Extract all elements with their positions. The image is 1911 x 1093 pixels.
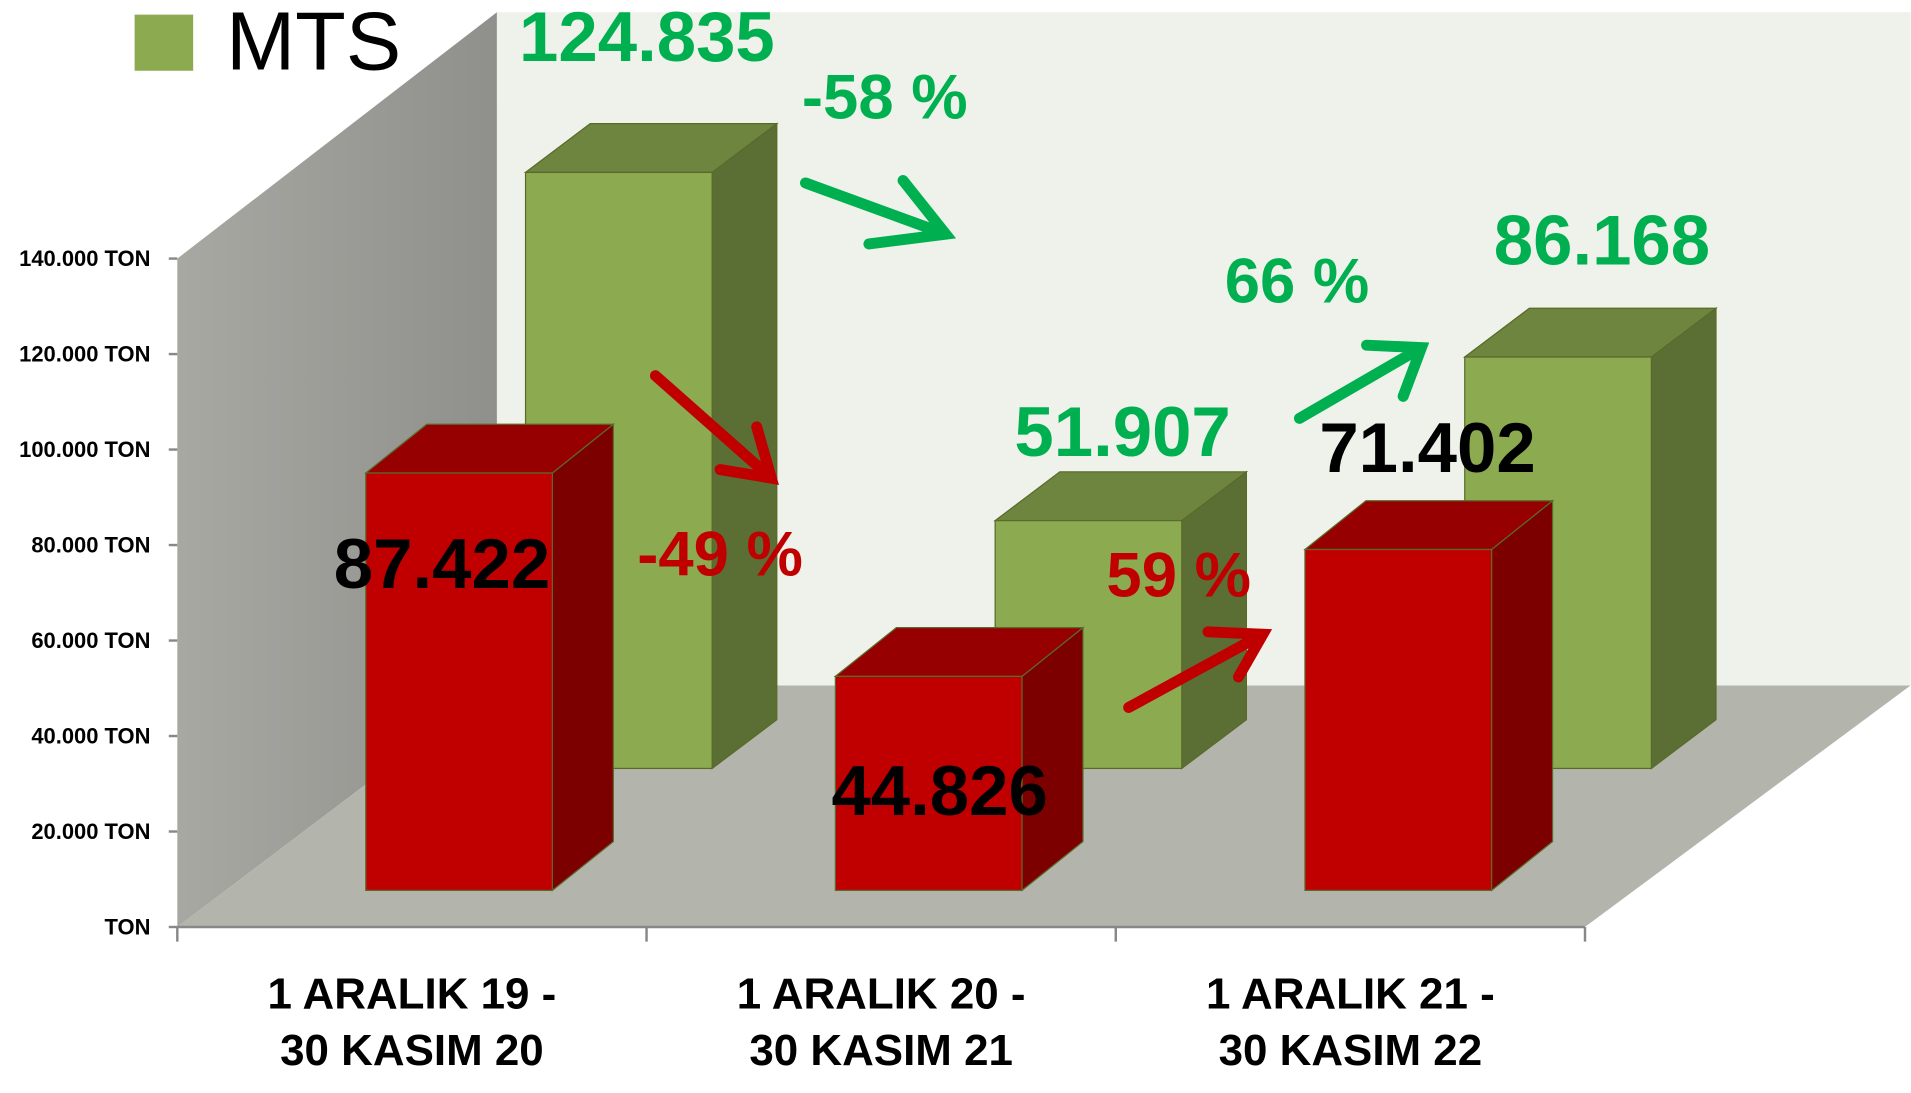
value-label: 87.422 [334,524,550,603]
bar [365,472,553,892]
value-label: 71.402 [1319,408,1535,487]
arrow [1123,626,1273,713]
x-tick-label: 1 ARALIK 20 - 30 KASIM 21 [736,968,1026,1075]
bar [834,675,1023,892]
value-label: 44.826 [831,751,1047,830]
arrow [1293,339,1430,424]
value-label: 51.907 [1014,392,1230,471]
annotation: -58 % [802,62,968,132]
y-tick-label: TON [105,914,151,939]
arrow [799,175,957,250]
labels: 87.422 44.826 71.402 124.835 51.907 86.168 -58… [334,0,1710,830]
x-tick-label-box: 1 ARALIK 20 - 30 KASIM 21 [736,968,1026,1075]
y-tick-label: 40.000 TON [31,723,150,748]
bar [1304,548,1493,892]
x-tick-label: 1 ARALIK 21 - 30 KASIM 22 [1206,968,1495,1075]
x-tick-label: 1 ARALIK 19 - 30 KASIM 20 [267,968,557,1075]
value-label: 86.168 [1494,201,1710,280]
arrows [649,175,1430,713]
legend-label: MTS [226,0,401,88]
bar-side [551,422,614,892]
y-tick-label: 20.000 TON [31,819,150,844]
annotation: -49 % [637,520,803,590]
x-tick-label-box: 1 ARALIK 19 - 30 KASIM 20 [267,968,557,1075]
legend-swatch [134,14,194,71]
x-tick-label-box: 1 ARALIK 21 - 30 KASIM 22 [1206,968,1495,1075]
y-tick-label: 120.000 TON [19,341,150,366]
value-label: 124.835 [519,0,775,76]
arrow [649,370,779,485]
y-tick-label: 100.000 TON [19,437,150,462]
bar-side [1650,307,1717,770]
bar-side [1490,499,1554,892]
bars [364,122,1718,892]
y-tick-label: 60.000 TON [31,628,150,653]
y-tick-label: 80.000 TON [31,532,150,557]
annotation: 66 % [1225,246,1370,316]
annotation: 59 % [1106,540,1251,610]
bar-side [1181,470,1248,770]
y-tick-label: 140.000 TON [19,246,150,271]
